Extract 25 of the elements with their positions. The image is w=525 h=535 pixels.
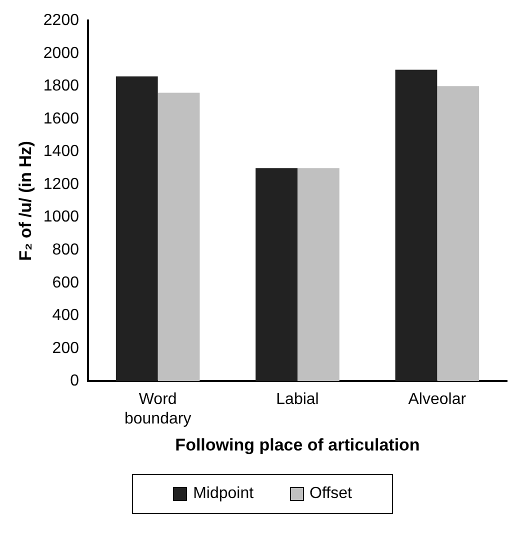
bar (437, 86, 480, 382)
y-tick-label: 1000 (43, 208, 80, 226)
legend-label: Midpoint (193, 485, 254, 503)
y-tick-label: 1200 (43, 176, 80, 193)
x-axis-title: Following place of articulation (175, 435, 420, 454)
bar (256, 168, 298, 382)
y-tick-label: 600 (52, 274, 80, 292)
x-tick-label: Alveolar (408, 391, 467, 408)
bar (395, 70, 438, 382)
y-tick-label: 2200 (43, 12, 80, 30)
y-tick-label: 800 (52, 241, 80, 258)
y-tick-label: 2000 (43, 44, 80, 62)
bar (116, 76, 158, 382)
y-tick-label: 1800 (43, 78, 80, 95)
y-tick-label: 200 (52, 340, 80, 357)
x-tick-label: Labial (276, 391, 319, 408)
y-tick-label: 0 (70, 372, 80, 390)
bar (158, 92, 200, 382)
legend-label: Offset (310, 485, 352, 503)
y-tick-label: 1400 (43, 143, 80, 160)
bar (297, 168, 340, 382)
x-tick-label: Word boundary (124, 391, 192, 428)
y-tick-label: 1600 (43, 110, 80, 128)
y-axis-title: F₂ of /u/ (in Hz) (16, 140, 35, 261)
y-tick-label: 400 (52, 307, 80, 324)
